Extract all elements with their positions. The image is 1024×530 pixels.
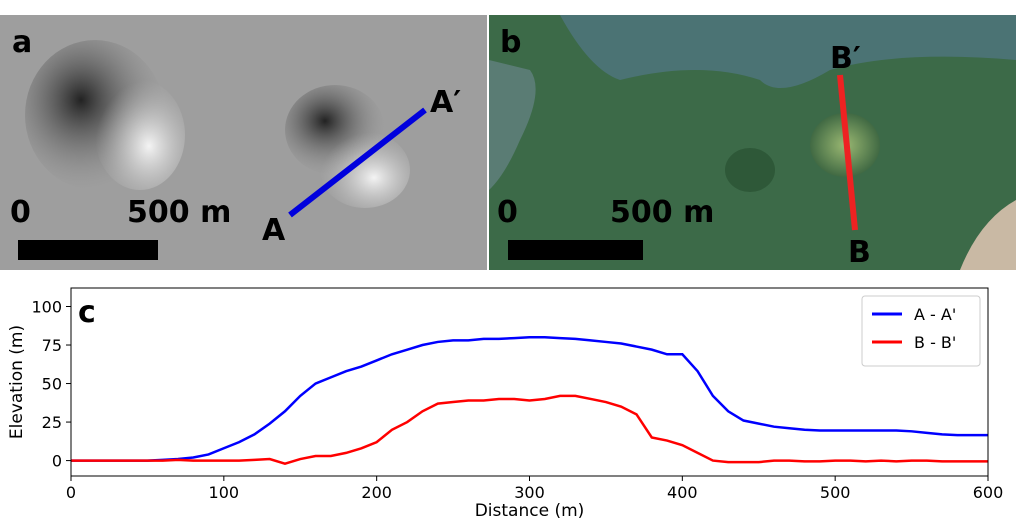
y-tick-label: 75 [42, 336, 62, 355]
crater [725, 148, 775, 192]
panel-a: a 0 500 m A A′ [0, 15, 487, 270]
x-tick-label: 200 [361, 483, 392, 502]
panel-label: a [12, 25, 32, 60]
x-tick-label: 600 [973, 483, 1004, 502]
crater-light [320, 132, 410, 208]
shore [960, 200, 1016, 270]
panel-label: c [78, 295, 96, 330]
x-tick-label: 400 [667, 483, 698, 502]
profile-line-b [837, 74, 858, 231]
y-tick-label: 25 [42, 413, 62, 432]
x-tick-label: 300 [514, 483, 545, 502]
legend-label: A - A' [914, 305, 956, 324]
scale-end: 500 m [610, 195, 714, 230]
legend-label: B - B' [914, 333, 956, 352]
panel-b: b 0 500 m B B′ [489, 15, 1016, 270]
point-label: A [262, 213, 286, 248]
y-tick-label: 0 [52, 452, 62, 471]
scale-bar [18, 240, 158, 260]
y-tick-label: 50 [42, 375, 62, 394]
x-axis-label: Distance (m) [475, 501, 585, 521]
water [560, 15, 1016, 88]
y-tick-label: 100 [31, 297, 62, 316]
series-line [71, 336, 988, 462]
x-tick-label: 100 [209, 483, 240, 502]
panel-label: b [500, 25, 521, 60]
point-label: A′ [430, 85, 461, 120]
scale-start: 0 [10, 195, 31, 230]
scale-bar [508, 240, 643, 260]
legend: A - A' B - B' [861, 295, 981, 367]
y-axis-label: Elevation (m) [7, 325, 27, 439]
point-label: B [848, 235, 871, 270]
x-tick-label: 0 [66, 483, 76, 502]
profile-line-a [288, 107, 427, 218]
water [489, 60, 536, 190]
scale-start: 0 [497, 195, 518, 230]
x-tick-label: 500 [820, 483, 851, 502]
crater-light [95, 80, 185, 190]
point-label: B′ [830, 41, 861, 76]
scale-end: 500 m [127, 195, 231, 230]
series-line [71, 394, 988, 465]
plot-frame [70, 287, 989, 477]
